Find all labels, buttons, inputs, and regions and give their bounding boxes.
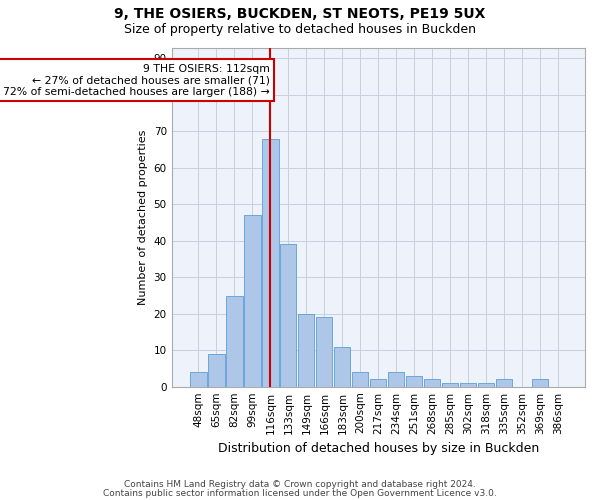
Text: Contains HM Land Registry data © Crown copyright and database right 2024.: Contains HM Land Registry data © Crown c… <box>124 480 476 489</box>
Bar <box>424 380 440 386</box>
Y-axis label: Number of detached properties: Number of detached properties <box>138 130 148 305</box>
Bar <box>316 318 332 386</box>
Bar <box>262 138 278 386</box>
Bar <box>244 216 260 386</box>
Bar <box>496 380 512 386</box>
Bar <box>334 346 350 387</box>
Bar <box>208 354 224 386</box>
Bar <box>406 376 422 386</box>
Bar <box>460 383 476 386</box>
Bar <box>532 380 548 386</box>
Bar <box>442 383 458 386</box>
Bar <box>280 244 296 386</box>
Bar <box>226 296 242 386</box>
Text: Contains public sector information licensed under the Open Government Licence v3: Contains public sector information licen… <box>103 488 497 498</box>
Bar <box>478 383 494 386</box>
Bar <box>388 372 404 386</box>
Bar <box>298 314 314 386</box>
Text: 9, THE OSIERS, BUCKDEN, ST NEOTS, PE19 5UX: 9, THE OSIERS, BUCKDEN, ST NEOTS, PE19 5… <box>115 8 485 22</box>
Bar <box>190 372 206 386</box>
Text: 9 THE OSIERS: 112sqm
← 27% of detached houses are smaller (71)
72% of semi-detac: 9 THE OSIERS: 112sqm ← 27% of detached h… <box>3 64 269 97</box>
Bar <box>370 380 386 386</box>
Text: Size of property relative to detached houses in Buckden: Size of property relative to detached ho… <box>124 22 476 36</box>
Bar <box>352 372 368 386</box>
X-axis label: Distribution of detached houses by size in Buckden: Distribution of detached houses by size … <box>218 442 539 455</box>
